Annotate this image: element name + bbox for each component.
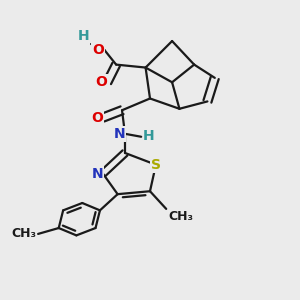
Text: S: S	[151, 158, 161, 172]
Text: CH₃: CH₃	[12, 227, 37, 240]
Text: H: H	[142, 129, 154, 143]
Text: O: O	[92, 43, 104, 57]
Text: O: O	[91, 111, 103, 124]
Text: N: N	[91, 167, 103, 181]
Text: N: N	[113, 127, 125, 141]
Text: CH₃: CH₃	[169, 210, 194, 224]
Text: O: O	[95, 75, 107, 89]
Text: H: H	[78, 28, 90, 43]
